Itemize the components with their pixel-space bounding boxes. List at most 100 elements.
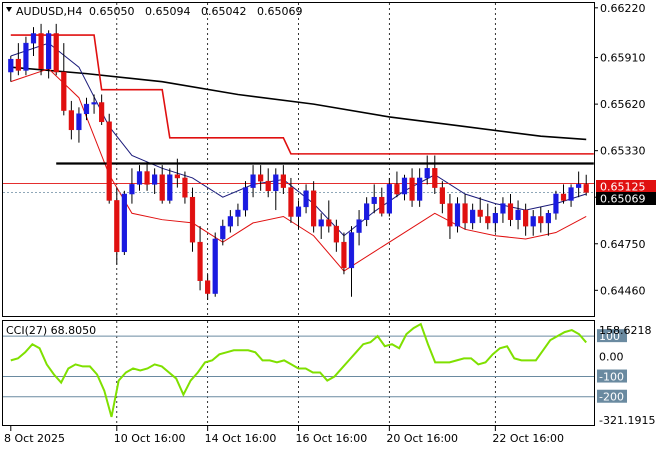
bull-candle — [152, 168, 158, 195]
bull-candle — [30, 27, 37, 56]
candle-body — [553, 193, 559, 214]
candle-body — [61, 71, 67, 111]
bear-candle — [15, 43, 21, 76]
bear-candle — [583, 174, 589, 196]
candle-body — [295, 206, 302, 217]
ohlc-close: 0.65069 — [257, 5, 303, 18]
candle-body — [38, 33, 44, 70]
bear-candle — [333, 219, 339, 252]
bear-candle — [53, 23, 59, 76]
candle-body — [523, 209, 529, 227]
candle-body — [46, 33, 52, 70]
bull-candle — [545, 210, 551, 236]
bear-candle — [288, 177, 294, 223]
candle-body — [409, 177, 415, 201]
bull-candle — [530, 210, 536, 236]
candle-body — [492, 213, 498, 224]
bear-candle — [560, 184, 567, 204]
time-tick-label: 22 Oct 16:00 — [492, 432, 564, 445]
candle-body — [106, 121, 112, 201]
candle-body — [99, 102, 105, 123]
time-tick-label: 14 Oct 16:00 — [205, 432, 277, 445]
candle-body — [265, 180, 271, 192]
price-tick-label: 0.65620 — [600, 98, 646, 111]
candle-body — [136, 171, 143, 185]
candle-body — [167, 174, 173, 201]
ohlc-low: 0.65042 — [201, 5, 247, 18]
moving-average-short — [10, 42, 587, 237]
bull-candle — [500, 197, 506, 223]
candle-body — [91, 102, 97, 105]
price-tick-label: 0.64460 — [600, 284, 646, 297]
candle-body — [394, 184, 400, 195]
candle-body — [515, 209, 521, 220]
grid-lines — [116, 3, 496, 425]
candle-body — [318, 219, 324, 227]
candle-body — [23, 42, 29, 71]
candle-body — [197, 241, 203, 281]
bear-candle — [447, 194, 453, 239]
bear-candle — [182, 171, 188, 204]
time-tick-label: 20 Oct 16:00 — [386, 432, 458, 445]
bull-candle — [220, 219, 226, 246]
collapse-triangle-icon[interactable] — [6, 7, 12, 12]
bear-candle — [265, 168, 271, 198]
candle-body — [470, 209, 476, 224]
candle-body — [371, 196, 377, 204]
bull-candle — [454, 197, 461, 233]
candle-body — [30, 33, 37, 44]
candle-body — [152, 174, 158, 185]
bull-candle — [371, 184, 377, 214]
candle-body — [341, 241, 347, 269]
candle-body — [53, 33, 59, 73]
bull-candle — [553, 190, 559, 220]
cci-line — [10, 322, 587, 418]
time-tick-label: 10 Oct 16:00 — [114, 432, 186, 445]
bull-candle — [129, 168, 135, 204]
price-axis: 0.662200.659100.656200.653300.650400.647… — [594, 2, 646, 297]
bear-candle — [326, 200, 332, 233]
candle-body — [538, 216, 544, 224]
cci-level-tag — [597, 389, 627, 403]
bull-candle — [568, 184, 574, 207]
bear-candle — [311, 181, 317, 233]
cci-tag-max: 158.6218 — [599, 324, 652, 337]
candle-body — [311, 190, 317, 227]
candle-body — [379, 196, 385, 214]
bull-candle — [121, 190, 127, 256]
svg-text:-321.1915: -321.1915 — [599, 414, 655, 427]
candle-body — [220, 225, 226, 240]
bear-candle — [280, 165, 286, 195]
bull-candle — [417, 168, 423, 207]
bear-candle — [439, 181, 445, 214]
bull-candle — [83, 97, 90, 121]
candle-body — [401, 177, 408, 195]
time-tick-label: 8 Oct 2025 — [4, 432, 65, 445]
bull-candle — [8, 55, 14, 82]
bull-candle — [46, 30, 52, 79]
bear-candle — [174, 158, 180, 188]
bear-candle — [38, 23, 44, 76]
candle-body — [424, 168, 430, 179]
indicator-overlays — [3, 34, 594, 272]
candle-body — [121, 193, 127, 253]
candle-body — [242, 187, 249, 211]
candle-body — [174, 174, 180, 179]
bull-candle — [492, 206, 498, 233]
candle-body — [68, 110, 74, 131]
bear-candle — [379, 187, 385, 217]
bear-candle — [99, 94, 105, 125]
bear-candle — [159, 165, 165, 204]
bear-candle — [341, 232, 347, 275]
bear-candle — [205, 274, 211, 300]
candle-body — [212, 238, 218, 294]
price-tick-label: 0.65330 — [600, 145, 646, 158]
bull-candle — [235, 203, 241, 227]
bear-candle — [189, 187, 196, 252]
candle-body — [386, 184, 392, 214]
candle-body — [235, 209, 241, 217]
bear-candle — [523, 203, 529, 236]
bear-candle — [197, 226, 203, 291]
moving-average-long — [10, 66, 587, 141]
bull-candle — [273, 168, 279, 211]
